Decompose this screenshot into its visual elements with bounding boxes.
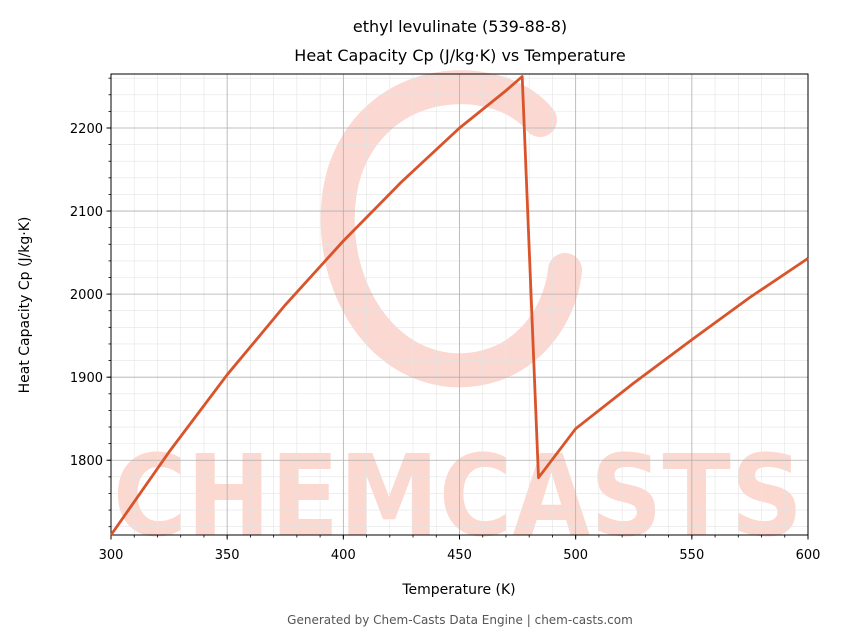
y-tick-label: 1800 — [70, 454, 103, 469]
x-axis-label: Temperature (K) — [401, 582, 515, 598]
series-line — [109, 75, 809, 536]
y-tick-label: 1900 — [70, 371, 103, 386]
watermark-text: CHEMCASTS — [113, 432, 803, 562]
watermark-swirl-icon — [320, 70, 582, 388]
chart-title-line1: ethyl levulinate (539-88-8) — [353, 17, 567, 36]
x-tick-label: 450 — [447, 548, 472, 563]
series-layer — [109, 75, 809, 536]
footer-credit: Generated by Chem-Casts Data Engine | ch… — [287, 613, 633, 627]
x-tick-label: 300 — [99, 548, 124, 563]
x-tick-label: 350 — [215, 548, 240, 563]
y-tick-label: 2200 — [70, 122, 103, 137]
y-axis-label: Heat Capacity Cp (J/kg·K) — [17, 217, 33, 394]
chemcasts-watermark: CHEMCASTS — [113, 70, 803, 562]
x-tick-label: 550 — [679, 548, 704, 563]
x-tick-label: 500 — [563, 548, 588, 563]
x-tick-label: 600 — [796, 548, 821, 563]
y-tick-label: 2000 — [70, 288, 103, 303]
chart-title-line2: Heat Capacity Cp (J/kg·K) vs Temperature — [294, 46, 625, 65]
y-tick-label: 2100 — [70, 205, 103, 220]
x-axis: 300 350 400 450 500 550 600 — [99, 535, 821, 563]
y-axis: 1800 1900 2000 2100 2200 — [70, 77, 111, 528]
x-tick-label: 400 — [331, 548, 356, 563]
